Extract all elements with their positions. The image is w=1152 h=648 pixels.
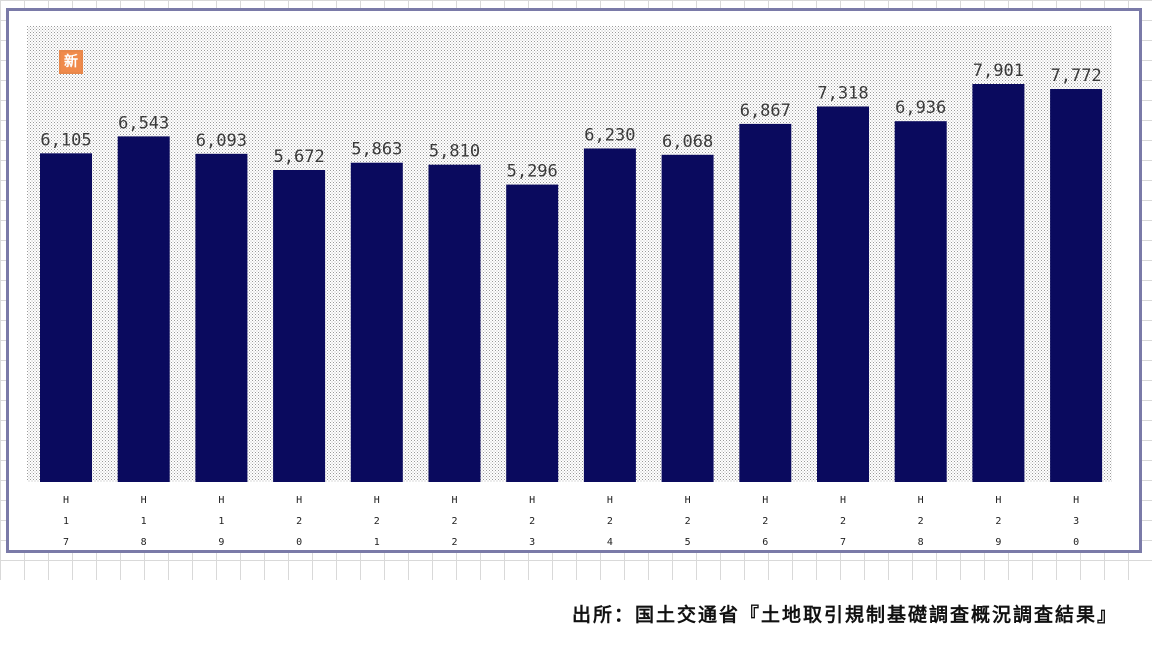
source-note: 出所：国土交通省『土地取引規制基礎調査概況調査結果』 [571, 604, 1118, 626]
data-label-H17: 6,105 [40, 130, 91, 150]
bar-H18 [117, 136, 170, 482]
bar-H26 [739, 123, 792, 483]
data-label-H19: 6,093 [196, 131, 247, 151]
bar-H22 [428, 164, 481, 482]
new-badge-icon: 新 [59, 50, 83, 74]
data-label-H27: 7,318 [817, 84, 868, 104]
data-label-H26: 6,867 [740, 101, 791, 121]
data-label-H21: 5,863 [351, 140, 402, 160]
data-label-H24: 6,230 [584, 126, 635, 146]
data-label-H18: 6,543 [118, 113, 169, 133]
data-label-H25: 6,068 [662, 132, 713, 152]
bar-chart: 6,105 6,543 6,093 5,672 5,863 5,810 5,296 6,230… [27, 26, 1112, 548]
chart-frame: 6,105 6,543 6,093 5,672 5,863 5,810 5,296 6,230… [6, 8, 1142, 553]
bar-H30 [1050, 89, 1103, 482]
data-label-H28: 6,936 [895, 98, 946, 118]
bar-H20 [273, 170, 326, 482]
data-label-H29: 7,901 [973, 61, 1024, 81]
bar-H24 [583, 148, 636, 482]
bar-H27 [817, 106, 869, 482]
bar-H19 [195, 153, 248, 483]
data-label-H30: 7,772 [1051, 66, 1102, 86]
bar-H28 [894, 121, 947, 482]
bar-H23 [506, 184, 559, 482]
bar-H17 [40, 153, 92, 483]
data-label-H22: 5,810 [429, 142, 480, 162]
bar-H25 [661, 154, 714, 483]
bar-H21 [350, 162, 403, 482]
plot-area [27, 26, 1112, 482]
source-area [0, 580, 1152, 648]
bar-H29 [972, 84, 1025, 482]
data-label-H23: 5,296 [507, 162, 558, 182]
data-label-H20: 5,672 [274, 147, 325, 167]
